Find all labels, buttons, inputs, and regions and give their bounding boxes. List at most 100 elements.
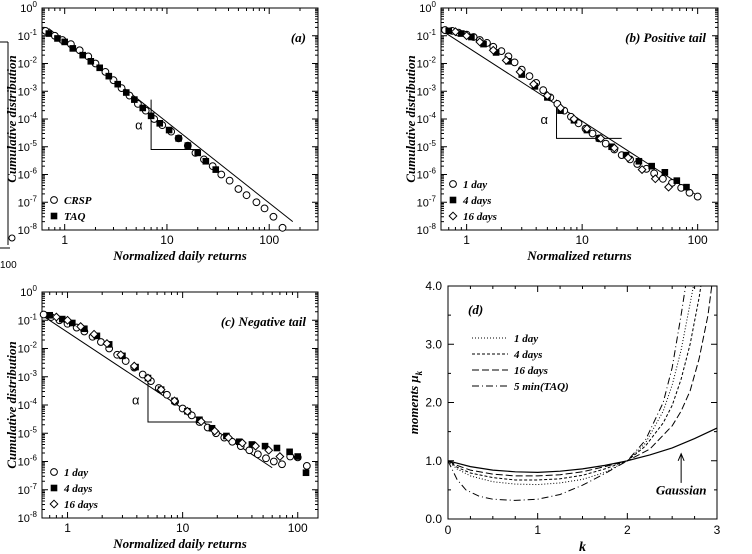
data-point (683, 183, 690, 191)
data-point (58, 315, 66, 323)
data-point (623, 153, 633, 163)
data-point (182, 406, 192, 416)
legend-marker (50, 196, 58, 204)
y-tick-label: 10-2 (18, 341, 38, 356)
data-point (81, 325, 88, 333)
data-point (184, 142, 192, 149)
panel-d-chart: 0 1 2 3 0.0 1.0 2.0 3.0 4.0 1 day 4 days 16 days 5 m… (406, 279, 721, 554)
data-point (237, 438, 247, 448)
y-tick-label: 10-6 (18, 167, 38, 182)
data-point (210, 426, 220, 436)
data-point (445, 27, 453, 35)
data-point (223, 433, 233, 443)
data-point (658, 174, 667, 183)
data-point (89, 329, 99, 339)
y-tick-label: 100 (20, 284, 37, 299)
x-tick-label: 2 (624, 523, 631, 537)
panel-label: (b) Positive tail (625, 30, 706, 45)
x-tick-label: 1 (534, 523, 541, 537)
data-point (196, 417, 206, 427)
y-tick-label: 4.0 (425, 279, 442, 293)
x-tick-label: 10 (176, 521, 190, 535)
legend-marker (50, 212, 58, 220)
x-tick-label: 1 (64, 521, 71, 535)
edge-tick-label: 100 (0, 260, 17, 271)
data-point (234, 185, 243, 193)
data-point (261, 442, 269, 450)
data-point (242, 191, 251, 200)
data-point (139, 104, 147, 112)
gaussian-annotation: Gaussian (656, 483, 707, 498)
legend-label: 1 day (463, 179, 487, 191)
data-point (262, 454, 270, 463)
x-tick-label: 10 (575, 233, 589, 247)
panel-a-chart: 10-8 10-7 10-6 10-5 10-4 10-3 10-2 10-1 100 1 10 10… (4, 0, 319, 263)
panel-label: (d) (468, 302, 483, 317)
data-point (163, 390, 171, 399)
y-tick-label: 10-2 (18, 56, 38, 71)
data-point (260, 204, 269, 213)
data-point (302, 461, 311, 470)
data-point (54, 35, 61, 42)
data-point (212, 166, 220, 173)
data-point (61, 38, 68, 46)
data-point (87, 58, 95, 65)
legend-label: 1 day (64, 467, 88, 479)
data-point (114, 80, 122, 88)
data-point (661, 169, 669, 176)
data-point (278, 460, 286, 469)
y-tick-label: 10-8 (18, 222, 38, 237)
data-point (475, 37, 485, 47)
data-point (637, 165, 647, 175)
data-point (302, 469, 310, 477)
data-point (492, 49, 500, 56)
y-tick-label: 10-4 (18, 111, 38, 126)
data-point (116, 350, 126, 360)
legend-label: 16 days (64, 499, 98, 511)
slope-triangle (147, 376, 213, 423)
data-point (468, 33, 475, 41)
data-point (156, 385, 166, 395)
data-point (673, 177, 681, 184)
x-tick-label: 100 (288, 521, 308, 535)
data-point (269, 212, 278, 221)
data-point (170, 396, 180, 406)
data-point (278, 223, 287, 232)
data-point (69, 45, 77, 52)
y-tick-label: 10-7 (18, 194, 38, 209)
data-point (122, 89, 130, 96)
y-tick-label: 10-6 (417, 167, 437, 182)
y-tick-label: 10-5 (417, 139, 437, 154)
data-point (510, 58, 519, 67)
data-point (635, 157, 643, 165)
data-point (664, 182, 674, 192)
data-point (542, 91, 552, 101)
data-point (622, 151, 630, 159)
data-point (194, 149, 202, 157)
data-point (63, 315, 73, 325)
gaussian-arrow-head (677, 452, 685, 461)
data-point (105, 72, 113, 80)
y-tick-label: 2.0 (425, 396, 442, 410)
y-tick-label: 10-8 (417, 222, 437, 237)
legend-label: 1 day (514, 333, 538, 345)
y-tick-label: 10-7 (417, 194, 437, 209)
y-tick-label: 10-1 (18, 312, 38, 327)
data-point (165, 126, 173, 134)
y-tick-label: 10-1 (18, 28, 38, 43)
x-axis-label: k (579, 540, 586, 554)
data-point (248, 441, 256, 448)
legend-label: CRSP (64, 195, 92, 207)
panel-b-chart: 10-8 10-7 10-6 10-5 10-4 10-3 10-2 10-1 100 1 10 10… (403, 0, 719, 263)
y-axis-label: moments μk (406, 370, 424, 434)
legend-marker (50, 484, 58, 492)
x-tick-label: 1 (61, 233, 68, 247)
data-point (286, 448, 293, 456)
y-tick-label: 100 (419, 0, 436, 15)
data-point (582, 124, 592, 134)
data-point (264, 445, 274, 455)
y-tick-label: 10-4 (417, 111, 437, 126)
data-point (601, 139, 610, 148)
y-tick-label: 10-7 (18, 482, 38, 497)
x-tick-label: 0 (445, 523, 452, 537)
